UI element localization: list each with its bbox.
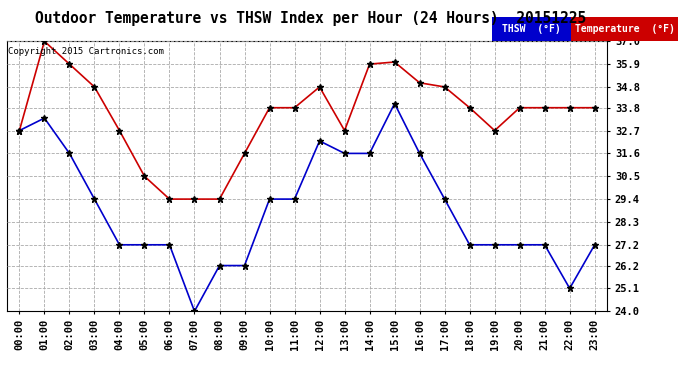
- Text: Temperature  (°F): Temperature (°F): [575, 24, 675, 34]
- Text: Outdoor Temperature vs THSW Index per Hour (24 Hours)  20151225: Outdoor Temperature vs THSW Index per Ho…: [35, 11, 586, 26]
- Text: Copyright 2015 Cartronics.com: Copyright 2015 Cartronics.com: [8, 46, 164, 56]
- Text: THSW  (°F): THSW (°F): [502, 24, 561, 34]
